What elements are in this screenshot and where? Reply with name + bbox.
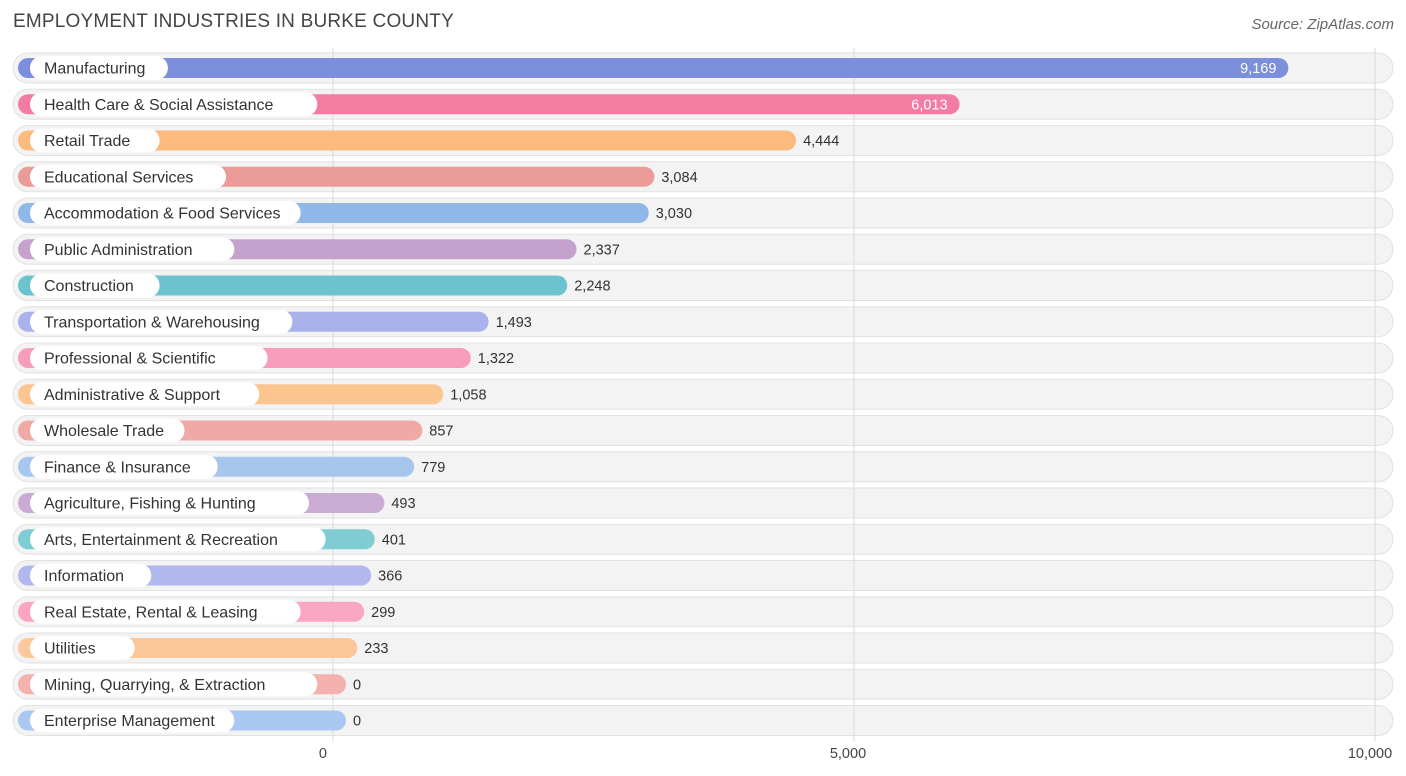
category-label: Construction — [44, 278, 134, 295]
category-label-background — [30, 273, 160, 298]
bar-row: Arts, Entertainment & Recreation 401 — [18, 527, 406, 552]
category-label-background — [30, 418, 185, 443]
value-label: 2,248 — [574, 279, 610, 295]
value-label: 366 — [378, 569, 402, 585]
bar-row: Health Care & Social Assistance 6,013 — [18, 92, 960, 117]
value-label: 857 — [429, 424, 453, 440]
category-label: Mining, Quarrying, & Extraction — [44, 677, 265, 694]
bar-row: Utilities 233 — [18, 636, 388, 660]
bar[interactable] — [18, 130, 797, 151]
category-label: Wholesale Trade — [44, 423, 164, 440]
bar-row: Professional & Scientific 1,322 — [18, 346, 514, 370]
bar-row: Public Administration 2,337 — [18, 237, 620, 262]
category-label: Real Estate, Rental & Leasing — [44, 604, 257, 621]
category-label: Administrative & Support — [44, 387, 221, 404]
value-label: 9,169 — [1240, 61, 1276, 77]
row-background — [12, 632, 1394, 664]
category-label: Arts, Entertainment & Recreation — [44, 532, 278, 549]
value-label: 0 — [353, 677, 361, 693]
value-label: 4,444 — [803, 134, 839, 150]
value-label: 1,058 — [450, 387, 486, 403]
category-label-background — [30, 382, 260, 407]
x-tick-label: 5,000 — [830, 746, 866, 762]
category-label-background — [30, 56, 168, 80]
value-label: 1,322 — [478, 351, 514, 367]
value-label: 779 — [421, 460, 445, 476]
category-label: Information — [44, 568, 124, 585]
category-label-background — [30, 201, 301, 225]
category-label: Enterprise Management — [44, 713, 215, 730]
category-label-background — [30, 164, 226, 189]
chart-source: Source: ZipAtlas.com — [1251, 16, 1394, 33]
value-label: 6,013 — [911, 97, 947, 113]
value-label: 3,084 — [661, 170, 697, 186]
category-label: Agriculture, Fishing & Hunting — [44, 496, 256, 513]
bar-row: Transportation & Warehousing 1,493 — [18, 309, 532, 334]
category-label-background — [30, 599, 301, 624]
value-label: 401 — [382, 532, 406, 548]
category-label: Accommodation & Food Services — [44, 206, 281, 223]
x-tick-label: 10,000 — [1348, 746, 1392, 762]
chart-title: EMPLOYMENT INDUSTRIES IN BURKE COUNTY — [13, 11, 454, 32]
value-label: 3,030 — [656, 206, 692, 222]
x-tick-label: 0 — [319, 746, 327, 762]
category-label-background — [30, 237, 235, 262]
category-label-background — [30, 128, 160, 153]
category-label: Professional & Scientific — [44, 351, 216, 368]
category-label: Transportation & Warehousing — [44, 314, 260, 331]
category-label: Finance & Insurance — [44, 459, 191, 476]
category-label-background — [30, 346, 268, 370]
bar-row: Retail Trade 4,444 — [18, 128, 839, 153]
bar[interactable] — [18, 58, 1289, 78]
category-label-background — [30, 672, 318, 697]
bar-row: Real Estate, Rental & Leasing 299 — [18, 599, 395, 624]
category-label: Utilities — [44, 641, 96, 658]
category-label-background — [30, 309, 293, 334]
category-label-background — [30, 92, 318, 117]
category-label-background — [30, 708, 235, 733]
bar-row: Administrative & Support 1,058 — [18, 382, 487, 407]
category-label: Public Administration — [44, 242, 193, 259]
bar-row: Accommodation & Food Services 3,030 — [18, 201, 692, 225]
bar-row: Enterprise Management 0 — [18, 708, 361, 733]
bar-row: Mining, Quarrying, & Extraction 0 — [18, 672, 361, 697]
bar-row: Agriculture, Fishing & Hunting 493 — [18, 491, 416, 515]
category-label: Retail Trade — [44, 133, 130, 150]
bar-row: Information 366 — [18, 563, 402, 588]
value-label: 493 — [391, 496, 415, 512]
row-background — [12, 705, 1394, 736]
bar-row: Finance & Insurance 779 — [18, 454, 445, 479]
value-label: 2,337 — [584, 242, 620, 258]
category-label: Manufacturing — [44, 61, 145, 78]
bar-row: Construction 2,248 — [18, 273, 611, 298]
value-label: 233 — [364, 641, 388, 657]
category-label-background — [30, 563, 152, 588]
bar-row: Wholesale Trade 857 — [18, 418, 454, 443]
category-label-background — [30, 491, 309, 515]
row-background — [12, 668, 1394, 700]
category-label-background — [30, 454, 218, 479]
category-label-background — [30, 527, 326, 552]
category-label: Educational Services — [44, 169, 193, 186]
category-label: Health Care & Social Assistance — [44, 97, 274, 114]
value-label: 299 — [371, 605, 395, 621]
value-label: 0 — [353, 714, 361, 730]
value-label: 1,493 — [496, 315, 532, 331]
bar-row: Manufacturing 9,169 — [18, 56, 1289, 80]
bar-row: Educational Services 3,084 — [18, 164, 698, 189]
category-label-background — [30, 636, 135, 660]
